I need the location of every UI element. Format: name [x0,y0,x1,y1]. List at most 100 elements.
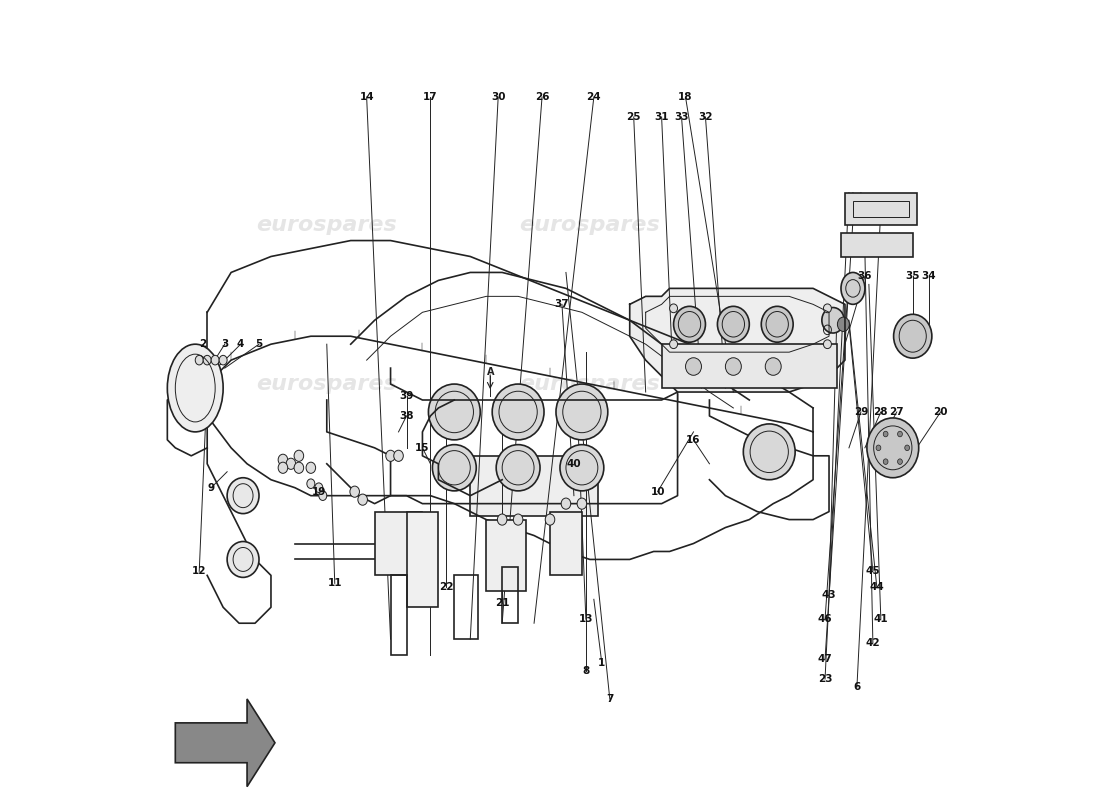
Text: 38: 38 [399,411,414,421]
Ellipse shape [219,355,227,365]
Text: 30: 30 [491,92,505,102]
Ellipse shape [578,498,586,510]
Ellipse shape [685,358,702,375]
Bar [407,512,439,607]
Text: 46: 46 [817,614,833,624]
Ellipse shape [306,462,316,474]
Text: eurospares: eurospares [256,214,397,234]
Ellipse shape [561,498,571,510]
Text: 42: 42 [866,638,880,648]
Text: 11: 11 [328,578,342,588]
Text: 12: 12 [192,566,207,577]
Ellipse shape [286,458,296,470]
Ellipse shape [278,462,288,474]
Ellipse shape [492,384,544,440]
Ellipse shape [514,514,522,525]
Bar [486,519,526,591]
Text: 39: 39 [399,391,414,401]
Ellipse shape [167,344,223,432]
Ellipse shape [766,358,781,375]
Text: 14: 14 [360,92,374,102]
Text: 40: 40 [566,458,581,469]
Ellipse shape [670,304,678,313]
Text: 31: 31 [654,112,669,122]
Ellipse shape [195,355,204,365]
Ellipse shape [386,450,395,462]
Polygon shape [629,288,845,392]
Ellipse shape [822,307,844,333]
Ellipse shape [358,494,367,506]
Text: 44: 44 [869,582,884,592]
Text: 2: 2 [199,339,207,349]
Text: 26: 26 [535,92,549,102]
Ellipse shape [867,418,918,478]
Text: eurospares: eurospares [519,214,660,234]
Text: 5: 5 [255,339,263,349]
Text: 24: 24 [586,92,602,102]
Ellipse shape [394,450,404,462]
Bar [852,201,909,217]
Text: 23: 23 [817,674,833,684]
Ellipse shape [307,479,315,489]
Ellipse shape [883,459,888,465]
Bar [661,344,837,388]
Bar [845,193,916,225]
Ellipse shape [670,340,678,349]
Ellipse shape [560,445,604,491]
Ellipse shape [905,445,910,450]
Ellipse shape [883,431,888,437]
Ellipse shape [556,384,608,440]
Text: 9: 9 [208,482,214,493]
Text: 47: 47 [817,654,833,664]
Ellipse shape [204,355,211,365]
Text: 35: 35 [905,271,920,282]
Text: 19: 19 [311,486,326,497]
Text: 16: 16 [686,435,701,445]
Text: 22: 22 [439,582,453,592]
Ellipse shape [898,459,902,465]
Text: eurospares: eurospares [256,374,397,394]
Bar [842,233,913,257]
Ellipse shape [428,384,481,440]
Text: 10: 10 [650,486,664,497]
Ellipse shape [893,314,932,358]
Text: 17: 17 [424,92,438,102]
Text: eurospares: eurospares [519,374,660,394]
Ellipse shape [842,273,865,304]
Bar [550,512,582,575]
Polygon shape [175,699,275,786]
Text: 43: 43 [822,590,836,600]
Text: A: A [486,367,494,377]
Text: 21: 21 [495,598,509,608]
Ellipse shape [432,445,476,491]
Ellipse shape [898,431,902,437]
Ellipse shape [837,317,849,331]
Ellipse shape [876,445,881,450]
Text: 45: 45 [866,566,880,577]
Ellipse shape [294,462,304,474]
Ellipse shape [350,486,360,498]
Text: 1: 1 [598,658,605,668]
Ellipse shape [824,304,832,313]
Ellipse shape [227,542,258,578]
Text: 3: 3 [221,339,229,349]
Bar [390,575,407,655]
Text: 28: 28 [873,407,888,417]
Bar [375,512,422,575]
Text: 15: 15 [415,443,430,453]
Ellipse shape [294,450,304,462]
Text: 20: 20 [934,407,948,417]
Text: 25: 25 [627,112,641,122]
Ellipse shape [546,514,554,525]
Ellipse shape [319,491,327,501]
Bar [503,567,518,623]
Text: 41: 41 [873,614,888,624]
Text: 6: 6 [854,682,860,692]
Ellipse shape [497,514,507,525]
Bar [454,575,478,639]
Ellipse shape [227,478,258,514]
Ellipse shape [725,358,741,375]
Text: 32: 32 [698,112,713,122]
Text: 13: 13 [579,614,593,624]
Text: 34: 34 [922,271,936,282]
